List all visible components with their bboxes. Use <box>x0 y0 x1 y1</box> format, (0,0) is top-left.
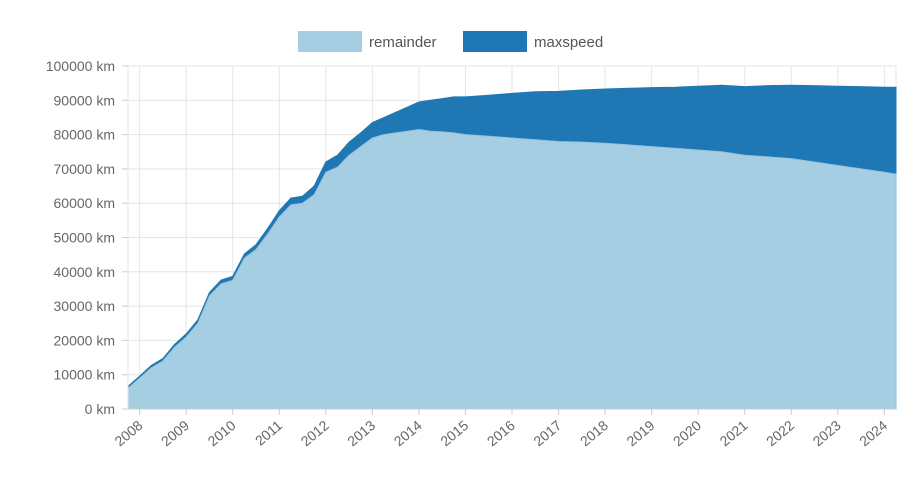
y-tick-label: 100000 km <box>46 58 115 74</box>
y-tick-label: 10000 km <box>54 367 115 383</box>
legend-swatch-maxspeed <box>463 31 527 52</box>
y-tick-label: 80000 km <box>54 127 115 143</box>
y-tick-label: 60000 km <box>54 195 115 211</box>
x-tick-label: 2010 <box>205 417 239 449</box>
legend-item-maxspeed[interactable]: maxspeed <box>463 31 603 52</box>
x-tick-label: 2016 <box>484 417 518 449</box>
x-tick-label: 2017 <box>530 417 564 449</box>
x-tick-label: 2015 <box>437 417 471 449</box>
x-tick-label: 2023 <box>810 417 844 449</box>
x-tick-label: 2020 <box>670 417 704 449</box>
x-tick-label: 2008 <box>111 417 145 449</box>
legend-label-maxspeed: maxspeed <box>534 34 603 51</box>
y-tick-label: 50000 km <box>54 230 115 246</box>
y-tick-label: 70000 km <box>54 161 115 177</box>
legend-swatch-remainder <box>298 31 362 52</box>
legend: remainder maxspeed <box>298 31 603 52</box>
x-tick-label: 2022 <box>763 417 797 449</box>
legend-label-remainder: remainder <box>369 34 437 51</box>
x-tick-label: 2024 <box>856 417 890 449</box>
legend-item-remainder[interactable]: remainder <box>298 31 437 52</box>
x-tick-label: 2013 <box>344 417 378 449</box>
y-tick-label: 90000 km <box>54 92 115 108</box>
x-tick-label: 2014 <box>391 417 425 449</box>
y-tick-label: 30000 km <box>54 298 115 314</box>
x-tick-label: 2021 <box>717 417 751 449</box>
x-tick-label: 2009 <box>158 417 192 449</box>
x-tick-label: 2018 <box>577 417 611 449</box>
x-tick-label: 2011 <box>252 417 286 449</box>
area-remainder[interactable] <box>127 128 897 410</box>
x-tick-label: 2012 <box>298 417 332 449</box>
y-tick-label: 40000 km <box>54 264 115 280</box>
area-layer <box>127 84 897 410</box>
y-tick-label: 0 km <box>85 401 115 417</box>
y-tick-label: 20000 km <box>54 332 115 348</box>
x-tick-label: 2019 <box>623 417 657 449</box>
